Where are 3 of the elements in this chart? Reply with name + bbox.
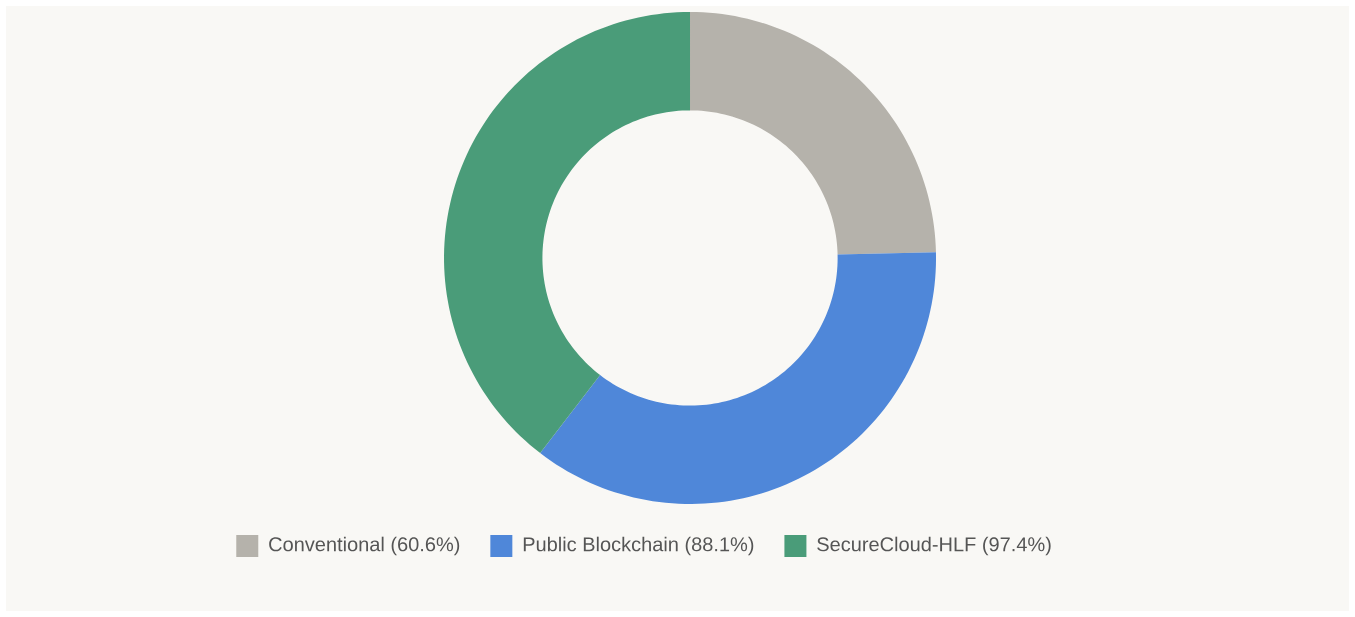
legend-label: Conventional (60.6%): [269, 536, 460, 556]
legend-label: Public Blockchain (88.1%): [523, 536, 754, 556]
legend-label: SecureCloud-HLF (97.4%): [817, 536, 1051, 556]
